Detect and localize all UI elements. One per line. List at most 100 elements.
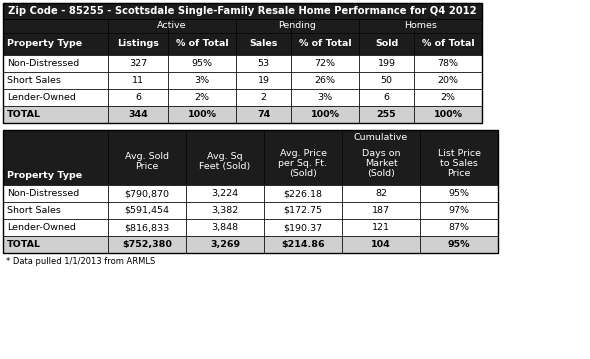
Text: $172.75: $172.75: [284, 206, 323, 215]
Text: % of Total: % of Total: [422, 39, 474, 48]
Text: Avg. Sq
Feet (Sold): Avg. Sq Feet (Sold): [199, 152, 251, 171]
Text: $816,833: $816,833: [124, 223, 170, 232]
Bar: [108, 72, 168, 89]
Bar: [168, 89, 236, 106]
Text: Cumulative: Cumulative: [354, 132, 408, 141]
Bar: [420, 185, 498, 202]
Bar: [108, 106, 168, 123]
Bar: [3, 202, 108, 219]
Bar: [186, 185, 264, 202]
Bar: [186, 130, 264, 185]
Bar: [420, 130, 498, 185]
Bar: [108, 89, 168, 106]
Text: 3,224: 3,224: [211, 189, 238, 198]
Text: 97%: 97%: [448, 206, 470, 215]
Bar: [186, 219, 264, 236]
Text: 2%: 2%: [441, 93, 455, 102]
Bar: [3, 3, 482, 123]
Text: Avg. Sold
Price: Avg. Sold Price: [125, 152, 169, 171]
Bar: [342, 202, 420, 219]
Bar: [420, 202, 498, 219]
Text: 327: 327: [129, 59, 147, 68]
Text: 344: 344: [128, 110, 148, 119]
Text: Non-Distressed: Non-Distressed: [7, 189, 79, 198]
Text: 100%: 100%: [434, 110, 463, 119]
Text: Sales: Sales: [250, 39, 278, 48]
Bar: [342, 219, 420, 236]
Text: 3%: 3%: [195, 76, 209, 85]
Bar: [342, 130, 420, 185]
Bar: [414, 72, 482, 89]
Text: Property Type: Property Type: [7, 171, 82, 180]
Bar: [108, 185, 186, 202]
Text: Lender-Owned: Lender-Owned: [7, 223, 76, 232]
Bar: [3, 236, 108, 253]
Bar: [342, 185, 420, 202]
Bar: [291, 72, 359, 89]
Bar: [108, 55, 168, 72]
Text: 6: 6: [135, 93, 141, 102]
Text: 121: 121: [372, 223, 390, 232]
Bar: [3, 19, 108, 33]
Text: 19: 19: [257, 76, 270, 85]
Bar: [186, 236, 264, 253]
Text: Zip Code - 85255 - Scottsdale Single-Family Resale Home Performance for Q4 2012: Zip Code - 85255 - Scottsdale Single-Fam…: [8, 6, 477, 16]
Bar: [359, 106, 414, 123]
Bar: [3, 130, 108, 185]
Text: $591,454: $591,454: [124, 206, 169, 215]
Bar: [414, 19, 482, 33]
Text: $226.18: $226.18: [284, 189, 323, 198]
Bar: [108, 236, 186, 253]
Text: 95%: 95%: [448, 240, 470, 249]
Text: % of Total: % of Total: [176, 39, 228, 48]
Text: Short Sales: Short Sales: [7, 206, 61, 215]
Bar: [3, 219, 108, 236]
Bar: [420, 219, 498, 236]
Bar: [414, 89, 482, 106]
Bar: [264, 202, 342, 219]
Text: Listings: Listings: [117, 39, 159, 48]
Bar: [264, 219, 342, 236]
Text: Homes: Homes: [404, 22, 437, 31]
Text: 74: 74: [257, 110, 270, 119]
Bar: [108, 202, 186, 219]
Bar: [3, 89, 108, 106]
Bar: [359, 33, 414, 55]
Text: Sold: Sold: [375, 39, 398, 48]
Bar: [236, 72, 291, 89]
Bar: [359, 72, 414, 89]
Text: Non-Distressed: Non-Distressed: [7, 59, 79, 68]
Bar: [236, 19, 291, 33]
Text: 53: 53: [257, 59, 270, 68]
Text: 187: 187: [372, 206, 390, 215]
Bar: [264, 236, 342, 253]
Bar: [3, 55, 108, 72]
Text: 199: 199: [378, 59, 395, 68]
Text: Days on
Market
(Sold): Days on Market (Sold): [362, 149, 400, 178]
Text: $790,870: $790,870: [124, 189, 169, 198]
Bar: [3, 185, 108, 202]
Text: $214.86: $214.86: [281, 240, 325, 249]
Bar: [264, 130, 342, 185]
Text: 6: 6: [384, 93, 389, 102]
Bar: [414, 33, 482, 55]
Bar: [291, 19, 359, 33]
Text: Avg. Price
per Sq. Ft.
(Sold): Avg. Price per Sq. Ft. (Sold): [278, 149, 327, 178]
Bar: [236, 89, 291, 106]
Bar: [359, 19, 414, 33]
Bar: [168, 55, 236, 72]
Bar: [168, 19, 236, 33]
Text: % of Total: % of Total: [299, 39, 351, 48]
Bar: [168, 72, 236, 89]
Bar: [3, 130, 498, 253]
Text: 78%: 78%: [438, 59, 458, 68]
Bar: [359, 55, 414, 72]
Text: * Data pulled 1/1/2013 from ARMLS: * Data pulled 1/1/2013 from ARMLS: [6, 256, 155, 266]
Text: 20%: 20%: [438, 76, 458, 85]
Text: 26%: 26%: [314, 76, 336, 85]
Text: Property Type: Property Type: [7, 39, 82, 48]
Bar: [291, 55, 359, 72]
Text: 3%: 3%: [317, 93, 333, 102]
Bar: [420, 236, 498, 253]
Text: 82: 82: [375, 189, 387, 198]
